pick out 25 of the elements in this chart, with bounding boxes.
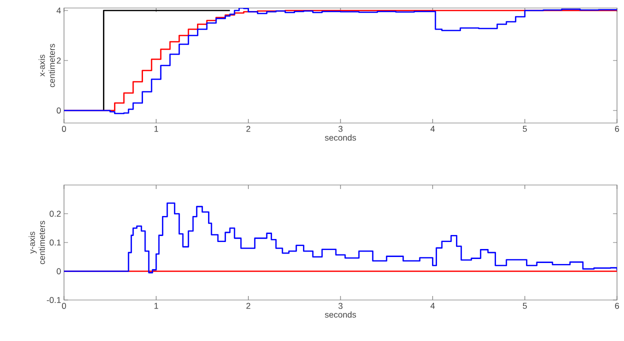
y-axis-title: x-axis centimeters xyxy=(38,44,55,88)
x-tick-label: 1 xyxy=(154,302,158,309)
x-axis-title: seconds xyxy=(324,311,356,318)
x-tick-label: 2 xyxy=(246,302,250,309)
x-tick-label: 3 xyxy=(338,302,342,309)
x-tick-label: 5 xyxy=(522,302,527,309)
y-tick-label: 0 xyxy=(56,268,61,274)
y-tick-label: 4 xyxy=(56,8,61,14)
y-tick-label: -0.1 xyxy=(46,296,61,303)
y-axis-title: y-axis centimeters xyxy=(28,220,45,264)
y-tick-label: 0.1 xyxy=(50,239,61,246)
x-tick-label: 4 xyxy=(430,302,435,309)
x-tick-label: 0 xyxy=(62,126,66,132)
x-tick-label: 1 xyxy=(154,126,158,132)
x-tick-label: 6 xyxy=(615,302,619,309)
y-tick-label: 0 xyxy=(56,107,61,114)
x-tick-label: 0 xyxy=(62,302,66,309)
x-tick-label: 4 xyxy=(430,126,435,132)
x-tick-label: 3 xyxy=(338,126,342,132)
x-tick-label: 2 xyxy=(246,126,250,132)
x-tick-label: 5 xyxy=(522,126,527,132)
y-tick-label: 2 xyxy=(56,58,61,64)
x-tick-label: 6 xyxy=(615,126,619,132)
x-axis-title: seconds xyxy=(324,134,356,141)
y-tick-label: 0.2 xyxy=(50,210,61,217)
